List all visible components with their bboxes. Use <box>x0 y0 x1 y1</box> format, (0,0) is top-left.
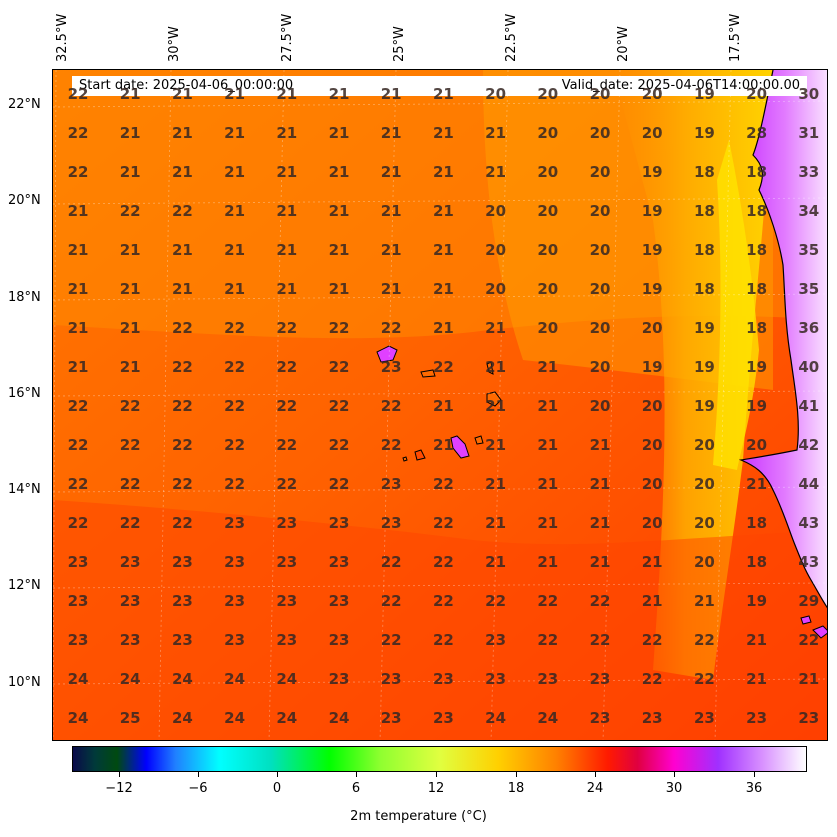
latitude-label: 14°N <box>8 482 41 497</box>
colorbar-tick-label: 24 <box>586 781 604 796</box>
colorbar-tick <box>277 772 278 777</box>
latitude-label: 18°N <box>8 290 41 305</box>
longitude-label: 22.5°W <box>504 13 519 62</box>
colorbar-title: 2m temperature (°C) <box>350 809 487 824</box>
colorbar-tick-label: 0 <box>272 781 282 796</box>
latitude-label: 10°N <box>8 675 41 690</box>
map-canvas <box>53 70 827 740</box>
latitude-label: 12°N <box>8 578 41 593</box>
warm-sea-band <box>53 500 827 740</box>
colorbar-tick-label: −6 <box>188 781 208 796</box>
islands-bijagos <box>800 615 827 639</box>
island-santiago <box>450 435 470 459</box>
colorbar-tick <box>356 772 357 777</box>
colorbar-tick <box>198 772 199 777</box>
colorbar-tick-label: 6 <box>351 781 361 796</box>
date-info-bar: Start date: 2025-04-06_00:00:00 Valid_da… <box>72 76 807 96</box>
temperature-map <box>52 69 828 741</box>
colorbar-gradient <box>73 747 806 771</box>
island-maio <box>474 435 484 445</box>
colorbar <box>72 746 807 772</box>
start-date-label: Start date: 2025-04-06_00:00:00 <box>79 78 294 93</box>
island-santo-antao <box>376 345 398 363</box>
colorbar-tick <box>119 772 120 777</box>
coastline <box>738 70 827 609</box>
longitude-label: 20°W <box>616 26 631 62</box>
longitude-label: 32.5°W <box>55 13 70 62</box>
longitude-label: 17.5°W <box>728 13 743 62</box>
colorbar-tick <box>516 772 517 777</box>
longitude-label: 30°W <box>167 26 182 62</box>
colorbar-tick-label: −12 <box>105 781 133 796</box>
valid-date-label: Valid_date: 2025-04-06T14:00:00.00 <box>561 78 800 93</box>
latitude-label: 22°N <box>8 97 41 112</box>
island-brava <box>402 456 408 462</box>
island-sao-nicolau <box>486 361 494 375</box>
colorbar-tick <box>595 772 596 777</box>
colorbar-tick-label: 18 <box>507 781 525 796</box>
island-sao-vicente <box>420 369 436 378</box>
colorbar-tick-label: 12 <box>427 781 445 796</box>
colorbar-tick <box>754 772 755 777</box>
africa-land <box>741 70 827 608</box>
island-boa-vista <box>486 391 502 407</box>
latitude-label: 16°N <box>8 386 41 401</box>
colorbar-tick <box>436 772 437 777</box>
coastal-cool-core <box>713 140 759 470</box>
latitude-label: 20°N <box>8 193 41 208</box>
longitude-label: 27.5°W <box>280 13 295 62</box>
longitude-label: 25°W <box>392 26 407 62</box>
colorbar-tick-label: 36 <box>745 781 763 796</box>
colorbar-tick-label: 30 <box>665 781 683 796</box>
island-fogo <box>414 449 426 461</box>
colorbar-tick <box>674 772 675 777</box>
graticule <box>53 70 827 740</box>
